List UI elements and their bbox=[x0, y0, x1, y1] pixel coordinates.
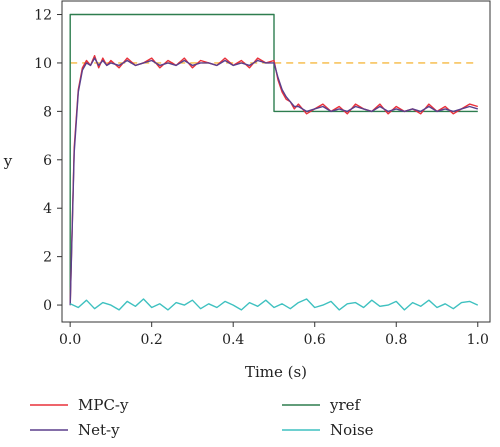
series-layer bbox=[69, 13, 479, 311]
y-tick-label: 2 bbox=[43, 250, 52, 266]
x-tick-label: 1.0 bbox=[467, 332, 489, 348]
legend: MPC-y Net-y yref Noise bbox=[30, 396, 374, 439]
x-axis-label: Time (s) bbox=[245, 363, 307, 381]
y-tick-label: 12 bbox=[34, 8, 52, 24]
y-tick-label: 8 bbox=[43, 104, 52, 120]
x-tick-label: 0.4 bbox=[222, 332, 244, 348]
x-tick-label: 0.0 bbox=[59, 332, 81, 348]
series-line-noise bbox=[69, 298, 479, 311]
legend-label: Noise bbox=[330, 421, 374, 439]
legend-label: yref bbox=[329, 396, 362, 414]
legend-label: MPC-y bbox=[78, 396, 129, 414]
plot-frame bbox=[61, 0, 491, 323]
y-tick-label: 10 bbox=[34, 56, 52, 72]
x-tick-label: 0.2 bbox=[141, 332, 163, 348]
series-line-net-y bbox=[69, 57, 478, 306]
y-axis-label: y bbox=[3, 152, 13, 170]
legend-label: Net-y bbox=[78, 421, 120, 439]
y-tick-label: 6 bbox=[43, 153, 52, 169]
y-tick-label: 4 bbox=[43, 201, 52, 217]
series-line-yref bbox=[69, 13, 478, 306]
x-tick-label: 0.6 bbox=[304, 332, 326, 348]
y-tick-label: 0 bbox=[43, 298, 52, 314]
plot-area bbox=[61, 0, 491, 323]
x-tick-label: 0.8 bbox=[385, 332, 407, 348]
axes-layer: 0.0 0.2 0.4 0.6 0.8 1.0 0 2 4 6 8 10 12 bbox=[34, 8, 489, 348]
